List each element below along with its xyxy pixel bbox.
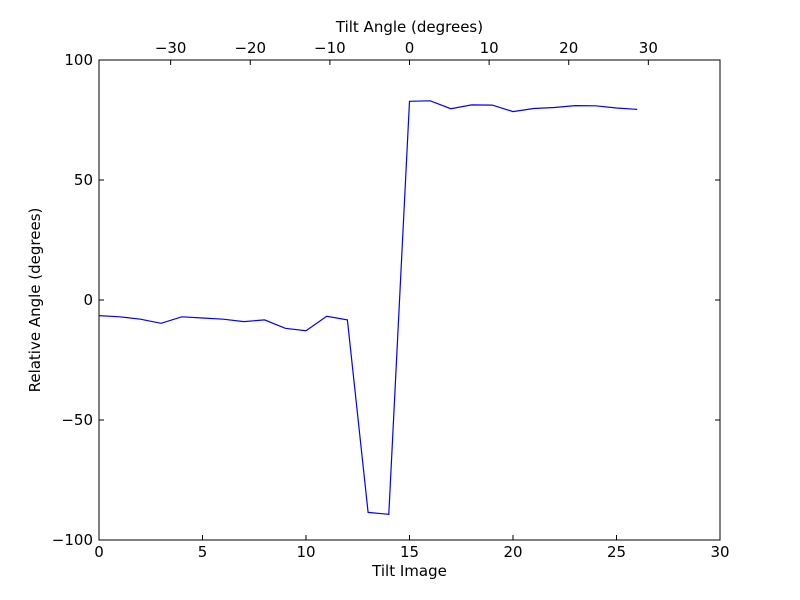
x-tick-label: 20 xyxy=(503,543,522,561)
y-tick-label: −50 xyxy=(61,411,93,429)
top-x-tick-label: 10 xyxy=(480,39,499,57)
y-tick-label: 100 xyxy=(64,51,93,69)
x-tick-label: 30 xyxy=(710,543,729,561)
top-x-tick-label: 30 xyxy=(639,39,658,57)
x-tick-label: 5 xyxy=(198,543,208,561)
y-tick-label: 0 xyxy=(83,291,93,309)
bottom-x-axis: 0 5 10 15 20 25 30 xyxy=(94,535,730,561)
y-axis-title: Relative Angle (degrees) xyxy=(26,208,44,393)
top-x-tick-label: −30 xyxy=(155,39,187,57)
top-x-tick-label: 20 xyxy=(559,39,578,57)
top-x-axis: −30 −20 −10 0 10 20 30 xyxy=(155,39,658,65)
y-tick-label: 50 xyxy=(74,171,93,189)
top-x-tick-label: −20 xyxy=(234,39,266,57)
top-x-tick-label: −10 xyxy=(314,39,346,57)
top-x-axis-title: Tilt Angle (degrees) xyxy=(335,18,483,36)
series-line xyxy=(98,100,638,515)
x-tick-label: 0 xyxy=(94,543,104,561)
x-tick-label: 25 xyxy=(607,543,626,561)
x-tick-label: 10 xyxy=(296,543,315,561)
y-tick-label: −100 xyxy=(52,531,93,549)
top-x-tick-label: 0 xyxy=(405,39,415,57)
x-axis-title: Tilt Image xyxy=(371,562,447,580)
plot-area xyxy=(98,59,721,541)
x-tick-label: 15 xyxy=(400,543,419,561)
y-axis: −100 −50 0 50 100 xyxy=(52,51,720,549)
